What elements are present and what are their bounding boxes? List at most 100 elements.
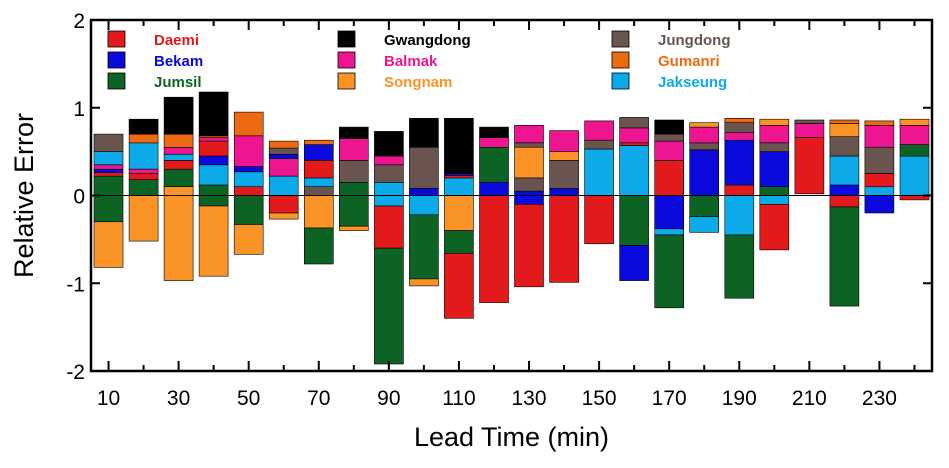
y-tick-label: -2 bbox=[66, 361, 85, 384]
bar-segment-daemi-130 bbox=[514, 204, 544, 288]
bar-segment-bekam-140 bbox=[549, 188, 579, 196]
bar-segment-balmak-60 bbox=[268, 158, 299, 177]
bar-segment-bekam-160 bbox=[619, 245, 649, 281]
bar-segment-songnam-140 bbox=[549, 151, 579, 161]
bar-segment-jungdong-100 bbox=[409, 146, 439, 189]
bar-segment-gwangdong-90 bbox=[374, 131, 404, 157]
bar-segment-jumsil-120 bbox=[479, 146, 509, 183]
bar-segment-bekam-40 bbox=[198, 155, 229, 166]
bar-segment-balmak-150 bbox=[584, 120, 614, 141]
bar-segment-jakseung-220 bbox=[829, 155, 860, 186]
legend-label-balmak: Balmak bbox=[384, 53, 438, 70]
bar-segment-jumsil-160 bbox=[619, 195, 649, 246]
bar-segment-gumanri-30 bbox=[163, 133, 194, 148]
bar-group-220 bbox=[829, 119, 860, 307]
bar-segment-gumanri-190 bbox=[724, 118, 755, 124]
bar-segment-jakseung-100 bbox=[409, 195, 439, 216]
bar-group-110 bbox=[444, 118, 474, 319]
bar-segment-daemi-20 bbox=[128, 173, 159, 181]
legend-swatch-jakseung bbox=[611, 72, 630, 90]
bar-segment-balmak-190 bbox=[724, 132, 755, 141]
bar-segment-gwangdong-40 bbox=[198, 91, 229, 137]
bar-segment-jakseung-170 bbox=[654, 228, 685, 236]
bar-segment-gwangdong-20 bbox=[128, 118, 159, 135]
bar-segment-songnam-30 bbox=[163, 186, 194, 281]
bar-segment-gumanri-70 bbox=[303, 139, 334, 145]
bar-segment-balmak-50 bbox=[233, 135, 264, 167]
bar-segment-songnam-60 bbox=[268, 212, 299, 220]
bar-segment-jakseung-70 bbox=[303, 177, 334, 187]
y-tick-label: -1 bbox=[66, 273, 85, 296]
bar-segment-jumsil-240 bbox=[899, 144, 930, 157]
x-tick-label: 70 bbox=[307, 387, 330, 410]
bar-segment-gumanri-50 bbox=[233, 111, 264, 137]
bar-segment-daemi-90 bbox=[374, 205, 404, 249]
bar-segment-daemi-120 bbox=[479, 195, 509, 303]
bar-segment-bekam-10 bbox=[93, 168, 124, 173]
bar-segment-balmak-180 bbox=[689, 126, 720, 144]
bar-group-120 bbox=[479, 126, 509, 303]
x-tick-label: 190 bbox=[722, 387, 757, 410]
x-tick-label: 90 bbox=[377, 387, 400, 410]
legend-label-bekam: Bekam bbox=[154, 53, 203, 70]
bar-segment-bekam-180 bbox=[689, 149, 720, 196]
bar-segment-jumsil-50 bbox=[233, 195, 264, 225]
bar-segment-jakseung-150 bbox=[584, 148, 614, 196]
bar-segment-gwangdong-80 bbox=[338, 126, 369, 139]
bar-segment-jumsil-90 bbox=[374, 247, 404, 365]
bar-segment-jumsil-10 bbox=[93, 175, 124, 196]
bar-segment-jungdong-190 bbox=[724, 122, 755, 133]
bar-group-20 bbox=[128, 118, 159, 242]
bar-segment-songnam-100 bbox=[409, 278, 439, 287]
legend-swatch-bekam bbox=[107, 51, 126, 69]
bar-segment-daemi-30 bbox=[163, 160, 194, 170]
bar-segment-balmak-200 bbox=[759, 125, 790, 144]
bar-group-50 bbox=[233, 111, 264, 255]
bar-segment-jakseung-20 bbox=[128, 142, 159, 170]
bar-segment-jungdong-60 bbox=[268, 147, 299, 155]
bar-group-90 bbox=[374, 131, 404, 365]
legend-swatch-gwangdong bbox=[337, 30, 356, 48]
bar-segment-jakseung-110 bbox=[444, 177, 474, 196]
bar-segment-jakseung-90 bbox=[374, 195, 404, 207]
bar-segment-jakseung-30 bbox=[163, 154, 194, 161]
bar-group-30 bbox=[163, 96, 194, 281]
bar-group-60 bbox=[268, 140, 299, 220]
bar-group-140 bbox=[549, 130, 579, 283]
bar-segment-daemi-160 bbox=[619, 142, 649, 146]
bar-segment-jakseung-180 bbox=[689, 216, 720, 233]
bar-group-10 bbox=[93, 133, 124, 268]
bar-segment-jungdong-200 bbox=[759, 142, 790, 152]
bar-segment-jumsil-110 bbox=[444, 230, 474, 254]
legend-swatch-daemi bbox=[107, 30, 126, 48]
bar-segment-jungdong-150 bbox=[584, 139, 614, 150]
bar-segment-jakseung-40 bbox=[198, 164, 229, 186]
bar-segment-daemi-110 bbox=[444, 253, 474, 319]
x-tick-label: 150 bbox=[582, 387, 617, 410]
bar-segment-jakseung-190 bbox=[724, 195, 755, 236]
bar-segment-songnam-10 bbox=[93, 221, 124, 268]
bar-segment-balmak-170 bbox=[654, 140, 685, 161]
bar-segment-daemi-200 bbox=[759, 204, 790, 251]
bars-layer bbox=[93, 91, 930, 365]
y-tick-label: 0 bbox=[73, 186, 85, 209]
bar-segment-balmak-130 bbox=[514, 125, 544, 144]
legend-swatch-jungdong bbox=[611, 30, 630, 48]
bar-segment-bekam-230 bbox=[864, 195, 895, 214]
bar-segment-daemi-230 bbox=[864, 173, 895, 188]
bar-segment-jungdong-10 bbox=[93, 133, 124, 153]
bar-segment-balmak-140 bbox=[549, 130, 579, 153]
bar-segment-bekam-130 bbox=[514, 190, 544, 196]
bar-segment-gwangdong-120 bbox=[479, 126, 509, 138]
bar-segment-bekam-120 bbox=[479, 182, 509, 196]
bar-segment-songnam-50 bbox=[233, 224, 264, 255]
legend-label-daemi: Daemi bbox=[154, 32, 199, 49]
x-tick-label: 130 bbox=[511, 387, 546, 410]
x-tick-label: 210 bbox=[792, 387, 827, 410]
bar-segment-gumanri-60 bbox=[268, 140, 299, 149]
bar-group-80 bbox=[338, 126, 369, 231]
y-tick-label: 1 bbox=[73, 98, 85, 121]
bar-segment-gwangdong-110 bbox=[444, 118, 474, 174]
bar-group-160 bbox=[619, 117, 649, 281]
